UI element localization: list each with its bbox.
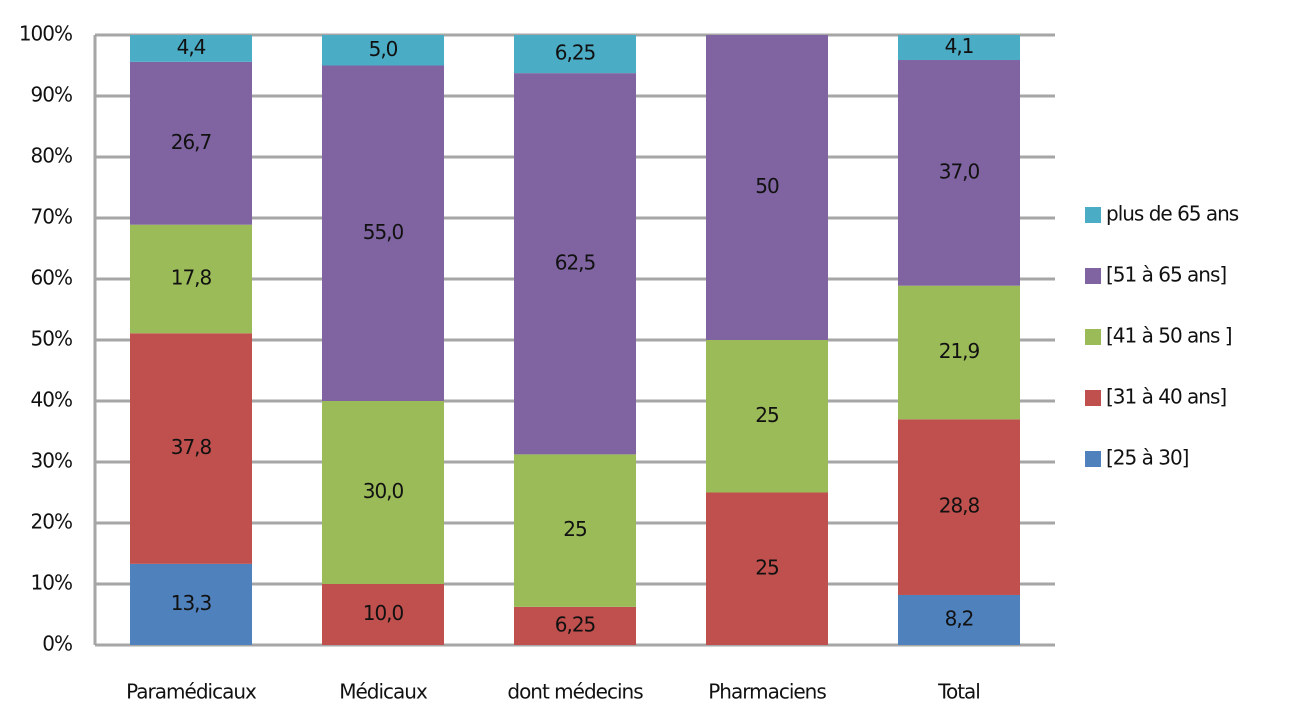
bar-segment [706, 492, 828, 645]
legend-label: [41 à 50 ans ] [1106, 324, 1232, 348]
data-label: 62,5 [555, 250, 596, 274]
bar-segment [706, 35, 828, 340]
data-label: 8,2 [945, 606, 974, 630]
y-tick-label: 60% [31, 266, 72, 290]
data-label: 13,3 [171, 591, 212, 615]
data-label: 5,0 [369, 37, 398, 61]
data-label: 50 [755, 174, 779, 198]
x-tick-label: dont médecins [507, 680, 643, 704]
y-tick-label: 20% [31, 510, 72, 534]
bar-segment [130, 35, 252, 62]
bar-segment [898, 60, 1020, 286]
bar-segment [898, 419, 1020, 595]
legend-swatch [1085, 268, 1101, 284]
data-label: 37,0 [939, 159, 980, 183]
bar-segment [130, 563, 252, 645]
data-label: 26,7 [171, 130, 212, 154]
data-label: 17,8 [171, 266, 212, 290]
y-tick-label: 10% [31, 571, 72, 595]
legend-label: [31 à 40 ans] [1106, 385, 1226, 409]
data-label: 25 [755, 403, 778, 427]
bar-segment [130, 61, 252, 225]
y-tick-label: 90% [31, 83, 72, 107]
legend-label: [51 à 65 ans] [1106, 263, 1226, 287]
bar-segment [322, 401, 444, 584]
data-label: 6,25 [555, 41, 596, 65]
data-label: 28,8 [939, 494, 980, 518]
bar-segment [898, 285, 1020, 420]
x-tick-label: Total [937, 680, 980, 704]
data-label: 25 [563, 517, 586, 541]
data-label: 4,1 [945, 34, 974, 58]
data-label: 10,0 [363, 601, 404, 625]
legend-swatch [1085, 207, 1101, 223]
bar-segment [514, 606, 636, 645]
x-tick-label: Paramédicaux [126, 680, 257, 704]
y-tick-label: 40% [31, 388, 72, 412]
data-label: 37,8 [171, 435, 212, 459]
data-label: 4,4 [177, 35, 206, 59]
bar-segment [322, 65, 444, 401]
x-tick-label: Pharmaciens [708, 680, 826, 704]
bar-segment [706, 340, 828, 493]
legend-swatch [1085, 329, 1101, 345]
legend-label: [25 à 30] [1106, 446, 1189, 470]
legend-label: plus de 65 ans [1106, 202, 1239, 226]
bar-segment [514, 454, 636, 607]
data-label: 55,0 [363, 220, 404, 244]
bar-segment [514, 35, 636, 74]
bar-segment [322, 35, 444, 66]
legend-swatch [1085, 390, 1101, 406]
bar-segment [130, 333, 252, 564]
y-tick-label: 50% [31, 327, 72, 351]
data-label: 25 [755, 555, 778, 579]
y-tick-label: 30% [31, 449, 72, 473]
bar-segment [322, 584, 444, 645]
y-tick-label: 70% [31, 205, 72, 229]
legend-swatch [1085, 451, 1101, 467]
x-tick-label: Médicaux [339, 680, 428, 704]
bar-segment [898, 594, 1020, 645]
y-tick-label: 80% [31, 144, 72, 168]
y-tick-label: 0% [42, 632, 72, 656]
bar-segment [514, 73, 636, 455]
bar-segment [130, 224, 252, 334]
bar-segment [898, 35, 1020, 61]
y-tick-label: 100% [19, 22, 72, 46]
data-label: 6,25 [555, 612, 596, 636]
data-label: 30,0 [363, 479, 404, 503]
data-label: 21,9 [939, 339, 980, 363]
